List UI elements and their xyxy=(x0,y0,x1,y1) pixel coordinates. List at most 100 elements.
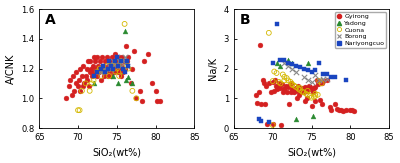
Point xyxy=(102,70,108,73)
Point xyxy=(316,82,322,85)
Point xyxy=(112,64,118,67)
Point xyxy=(294,97,300,100)
Point xyxy=(124,64,130,67)
Point xyxy=(118,75,124,77)
Point xyxy=(351,110,358,112)
Point xyxy=(116,55,122,58)
Point xyxy=(110,64,116,67)
Point xyxy=(89,82,95,85)
Point xyxy=(300,76,307,79)
Point xyxy=(262,103,268,105)
Point xyxy=(316,79,322,81)
Point xyxy=(70,75,76,77)
Point xyxy=(108,75,115,77)
Point xyxy=(119,55,126,58)
Point xyxy=(120,67,126,70)
Point xyxy=(84,79,90,82)
Y-axis label: Na/K: Na/K xyxy=(208,57,218,80)
Point xyxy=(273,85,279,88)
Point xyxy=(96,70,102,73)
Point xyxy=(112,52,118,55)
Point xyxy=(300,67,307,70)
Point xyxy=(120,60,126,62)
Point xyxy=(73,70,80,73)
Point xyxy=(94,70,101,73)
Point xyxy=(280,73,286,76)
Point xyxy=(110,60,116,62)
Point xyxy=(318,81,324,83)
Point xyxy=(118,60,124,62)
Point xyxy=(118,64,125,67)
Point xyxy=(316,61,322,64)
Point xyxy=(281,58,288,61)
Point xyxy=(75,85,81,88)
Point xyxy=(122,70,128,73)
Point xyxy=(141,60,147,62)
Point xyxy=(90,55,97,58)
Point xyxy=(310,115,316,117)
Point xyxy=(286,103,292,105)
Point xyxy=(324,78,330,80)
Point xyxy=(108,64,115,67)
Point xyxy=(288,91,294,94)
Point xyxy=(116,75,122,77)
Point xyxy=(116,60,122,62)
Point xyxy=(98,67,104,70)
Point xyxy=(320,80,326,82)
Point xyxy=(300,90,307,93)
Point xyxy=(97,79,104,82)
Point xyxy=(110,75,116,77)
Point xyxy=(277,82,284,85)
Point xyxy=(128,82,134,85)
Point xyxy=(72,82,79,85)
Point xyxy=(91,70,98,73)
Point xyxy=(104,67,111,70)
Point xyxy=(81,82,88,85)
Point xyxy=(120,70,126,73)
Point xyxy=(122,30,128,33)
Point xyxy=(295,85,302,88)
Point xyxy=(86,89,93,92)
Point xyxy=(67,79,74,82)
Point xyxy=(122,23,128,25)
Point xyxy=(284,77,290,79)
Point xyxy=(94,75,100,77)
Point xyxy=(324,73,330,76)
Point xyxy=(297,87,303,89)
Point xyxy=(122,55,128,58)
Point xyxy=(105,64,112,67)
X-axis label: SiO₂(wt%): SiO₂(wt%) xyxy=(92,148,141,157)
Point xyxy=(270,124,276,126)
Point xyxy=(125,55,132,58)
Point xyxy=(260,79,266,82)
Point xyxy=(76,109,83,111)
Point xyxy=(114,64,120,67)
Point xyxy=(90,75,97,77)
Point xyxy=(296,94,302,97)
Point xyxy=(270,61,276,64)
Point xyxy=(339,110,346,112)
Point xyxy=(308,88,315,90)
Point xyxy=(314,93,321,96)
Point xyxy=(152,89,159,92)
Point xyxy=(103,67,109,70)
Point xyxy=(317,98,323,101)
Point xyxy=(332,76,338,79)
Point xyxy=(101,70,108,73)
Point xyxy=(289,67,295,70)
Point xyxy=(312,95,318,97)
Point xyxy=(302,86,308,88)
Point xyxy=(100,70,107,73)
Point xyxy=(276,81,282,83)
Point xyxy=(104,64,111,67)
Point xyxy=(100,64,106,67)
Point xyxy=(118,64,124,67)
Point xyxy=(308,81,315,83)
Point xyxy=(297,89,303,91)
Point xyxy=(115,64,122,67)
Point xyxy=(283,85,289,88)
Point xyxy=(289,61,295,64)
Point xyxy=(278,124,284,126)
Point xyxy=(122,67,128,70)
Point xyxy=(289,83,295,85)
